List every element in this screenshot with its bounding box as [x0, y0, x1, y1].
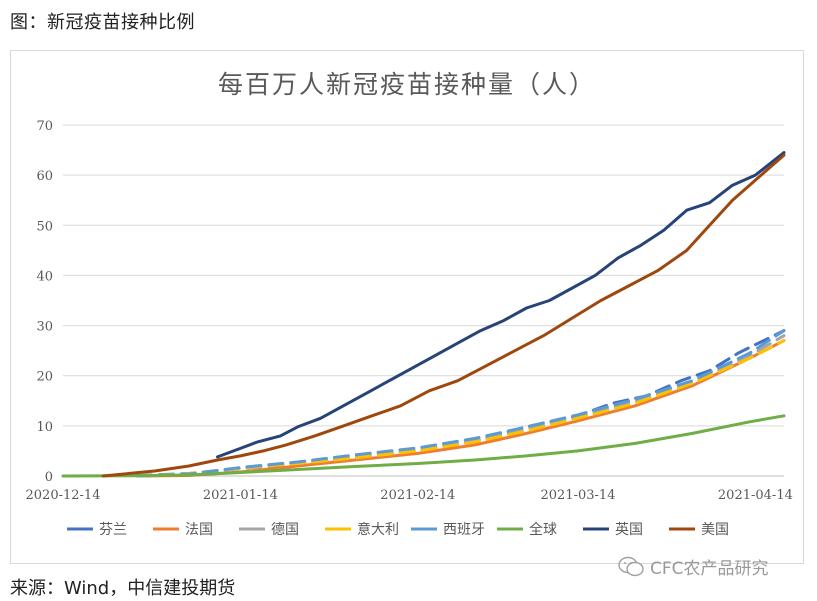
axes: 0 10 20 30 40 50 60 70 2020-12-14 2021-01-14 2021-… — [26, 119, 793, 503]
legend-label: 英国 — [615, 521, 643, 538]
series-line-1 — [135, 329, 786, 477]
x-tick-label: 2020-12-14 — [26, 488, 101, 503]
chart-frame: 每百万人新冠疫苗接种量（人） 0 10 20 30 40 50 60 70 2020-12-14… — [10, 50, 804, 564]
legend-label: 全球 — [529, 521, 557, 538]
x-tick-label: 2021-02-14 — [380, 488, 455, 503]
legend-label: 芬兰 — [99, 522, 127, 538]
series-line-7 — [216, 151, 786, 459]
legend-label: 法国 — [185, 522, 213, 538]
y-tick-label: 70 — [36, 119, 53, 134]
legend-label: 德国 — [271, 522, 299, 538]
y-tick-label: 0 — [45, 470, 53, 485]
y-tick-label: 30 — [36, 320, 53, 335]
series-line-6 — [61, 414, 786, 478]
gridlines — [63, 124, 784, 427]
watermark: CFC农产品研究 — [618, 554, 769, 579]
series-line-8 — [101, 153, 786, 478]
legend-label: 美国 — [701, 522, 729, 538]
x-tick-label: 2021-04-14 — [718, 488, 793, 503]
y-tick-label: 40 — [36, 269, 53, 284]
figure-caption: 图：新冠疫苗接种比例 — [10, 12, 195, 33]
y-tick-label: 20 — [36, 370, 53, 385]
chart-title: 每百万人新冠疫苗接种量（人） — [218, 70, 596, 99]
series-line-3 — [135, 334, 786, 478]
x-tick-label: 2021-01-14 — [203, 488, 278, 503]
x-tick-label: 2021-03-14 — [541, 488, 616, 503]
line-chart: 每百万人新冠疫苗接种量（人） 0 10 20 30 40 50 60 70 2020-12-14… — [26, 70, 793, 538]
legend-label: 西班牙 — [443, 522, 485, 538]
wechat-icon — [618, 556, 644, 576]
legend: 芬兰 法国 德国 意大利 西班牙 全球 英国 美国 — [67, 521, 729, 538]
y-tick-label: 60 — [36, 169, 53, 184]
legend-label: 意大利 — [357, 521, 399, 538]
source-note: 来源：Wind，中信建投期货 — [10, 578, 236, 599]
series-lines — [61, 151, 786, 478]
y-tick-label: 50 — [36, 219, 53, 234]
y-tick-label: 10 — [36, 420, 53, 435]
watermark-text: CFC农产品研究 — [650, 559, 769, 579]
series-line-5 — [135, 329, 786, 478]
